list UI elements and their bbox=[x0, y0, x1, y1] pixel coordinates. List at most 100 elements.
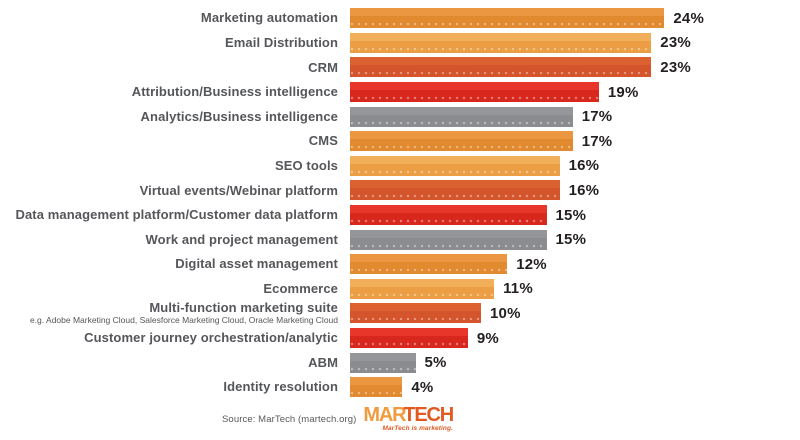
bar-zone: 16% bbox=[350, 155, 800, 176]
category-label: Virtual events/Webinar platform bbox=[139, 182, 338, 198]
chart-row: CRM 23% bbox=[0, 55, 800, 80]
bar-zone: 9% bbox=[350, 328, 800, 349]
chart-row: ABM 5% bbox=[0, 350, 800, 375]
bar-zone: 4% bbox=[350, 377, 800, 398]
bar-zone: 11% bbox=[350, 278, 800, 299]
value-label: 16% bbox=[568, 157, 600, 175]
martech-logo: MARTECH MarTech is marketing. bbox=[363, 404, 454, 432]
bar-zone: 17% bbox=[350, 106, 800, 127]
martech-logo-wordmark: MARTECH bbox=[363, 404, 454, 426]
bar-zone: 16% bbox=[350, 180, 800, 201]
bar bbox=[350, 32, 652, 53]
bar bbox=[350, 57, 652, 78]
value-label: 17% bbox=[581, 132, 613, 150]
footer: Source: MarTech (martech.org) MARTECH Ma… bbox=[222, 404, 454, 432]
bar-zone: 19% bbox=[350, 82, 800, 103]
category-label-wrap: Multi-function marketing suite e.g. Adobe… bbox=[0, 301, 350, 325]
category-label: Analytics/Business intelligence bbox=[140, 108, 338, 124]
value-label: 9% bbox=[476, 329, 499, 347]
value-label: 15% bbox=[555, 231, 587, 249]
bar bbox=[350, 106, 573, 127]
category-label-wrap: Identity resolution bbox=[0, 380, 350, 394]
bar-zone: 24% bbox=[350, 8, 800, 29]
category-label: CMS bbox=[308, 133, 338, 149]
bar bbox=[350, 352, 416, 373]
chart-row: SEO tools 16% bbox=[0, 154, 800, 179]
category-label-wrap: Attribution/Business intelligence bbox=[0, 85, 350, 99]
category-label-wrap: SEO tools bbox=[0, 159, 350, 173]
bar bbox=[350, 278, 495, 299]
bar bbox=[350, 8, 665, 29]
bar bbox=[350, 180, 560, 201]
category-label-wrap: Data management platform/Customer data p… bbox=[0, 208, 350, 222]
category-label-wrap: Work and project management bbox=[0, 233, 350, 247]
category-label: Multi-function marketing suite bbox=[149, 300, 338, 316]
category-label-wrap: ABM bbox=[0, 356, 350, 370]
chart-row: Attribution/Business intelligence 19% bbox=[0, 80, 800, 105]
category-label: Digital asset management bbox=[175, 256, 338, 272]
category-label: CRM bbox=[308, 59, 338, 75]
chart-row: Multi-function marketing suite e.g. Adobe… bbox=[0, 301, 800, 326]
bar-zone: 5% bbox=[350, 352, 800, 373]
category-label-wrap: Ecommerce bbox=[0, 282, 350, 296]
value-label: 11% bbox=[503, 280, 533, 298]
bar bbox=[350, 377, 403, 398]
value-label: 23% bbox=[660, 58, 691, 76]
category-label: Work and project management bbox=[145, 231, 338, 247]
category-label: Marketing automation bbox=[200, 10, 338, 26]
chart-row: Data management platform/Customer data p… bbox=[0, 203, 800, 228]
bar-zone: 23% bbox=[350, 32, 800, 53]
value-label: 10% bbox=[490, 304, 521, 322]
category-sublabel: e.g. Adobe Marketing Cloud, Salesforce M… bbox=[29, 314, 338, 325]
martech-logo-tech: TECH bbox=[403, 404, 454, 426]
category-label-wrap: Digital asset management bbox=[0, 257, 350, 271]
category-label: Identity resolution bbox=[223, 379, 338, 395]
category-label-wrap: Email Distribution bbox=[0, 36, 350, 50]
chart-row: Marketing automation 24% bbox=[0, 6, 800, 31]
bar-zone: 10% bbox=[350, 303, 800, 324]
value-label: 17% bbox=[581, 108, 613, 126]
value-label: 12% bbox=[516, 255, 547, 273]
bar bbox=[350, 155, 560, 176]
category-label-wrap: CRM bbox=[0, 61, 350, 75]
chart-row: Identity resolution 4% bbox=[0, 375, 800, 400]
chart-row: Work and project management 15% bbox=[0, 227, 800, 252]
value-label: 15% bbox=[555, 206, 587, 224]
category-label: SEO tools bbox=[274, 158, 338, 174]
category-label-wrap: CMS bbox=[0, 134, 350, 148]
bar-zone: 15% bbox=[350, 229, 800, 250]
category-label: Ecommerce bbox=[263, 281, 338, 296]
chart-row: Customer journey orchestration/analytic 9… bbox=[0, 326, 800, 351]
bar bbox=[350, 205, 547, 226]
value-label: 5% bbox=[424, 354, 447, 372]
bar bbox=[350, 131, 573, 152]
bar bbox=[350, 328, 468, 349]
martech-logo-mar: MAR bbox=[363, 404, 406, 426]
chart-row: Digital asset management 12% bbox=[0, 252, 800, 277]
chart-row: Virtual events/Webinar platform 16% bbox=[0, 178, 800, 203]
chart-row: Ecommerce 11% bbox=[0, 277, 800, 302]
value-label: 24% bbox=[673, 9, 705, 27]
bar bbox=[350, 229, 547, 250]
bar-zone: 23% bbox=[350, 57, 800, 78]
value-label: 23% bbox=[660, 34, 691, 52]
category-label-wrap: Virtual events/Webinar platform bbox=[0, 182, 350, 198]
category-label-wrap: Analytics/Business intelligence bbox=[0, 110, 350, 124]
bar-zone: 12% bbox=[350, 254, 800, 275]
category-label: Data management platform/Customer data p… bbox=[15, 207, 338, 223]
category-label-wrap: Marketing automation bbox=[0, 11, 350, 25]
bar-zone: 15% bbox=[350, 205, 800, 226]
category-label: Email Distribution bbox=[224, 35, 338, 51]
category-label: ABM bbox=[308, 354, 338, 370]
category-label: Attribution/Business intelligence bbox=[131, 84, 338, 100]
chart-row: CMS 17% bbox=[0, 129, 800, 154]
bar-chart: Marketing automation 24% Email Distributio… bbox=[0, 6, 800, 400]
bar bbox=[350, 303, 481, 324]
bar bbox=[350, 254, 508, 275]
value-label: 4% bbox=[411, 378, 434, 396]
chart-row: Email Distribution 23% bbox=[0, 31, 800, 56]
martech-logo-tagline: MarTech is marketing. bbox=[382, 425, 453, 432]
value-label: 19% bbox=[607, 83, 639, 101]
source-text: Source: MarTech (martech.org) bbox=[222, 414, 357, 425]
